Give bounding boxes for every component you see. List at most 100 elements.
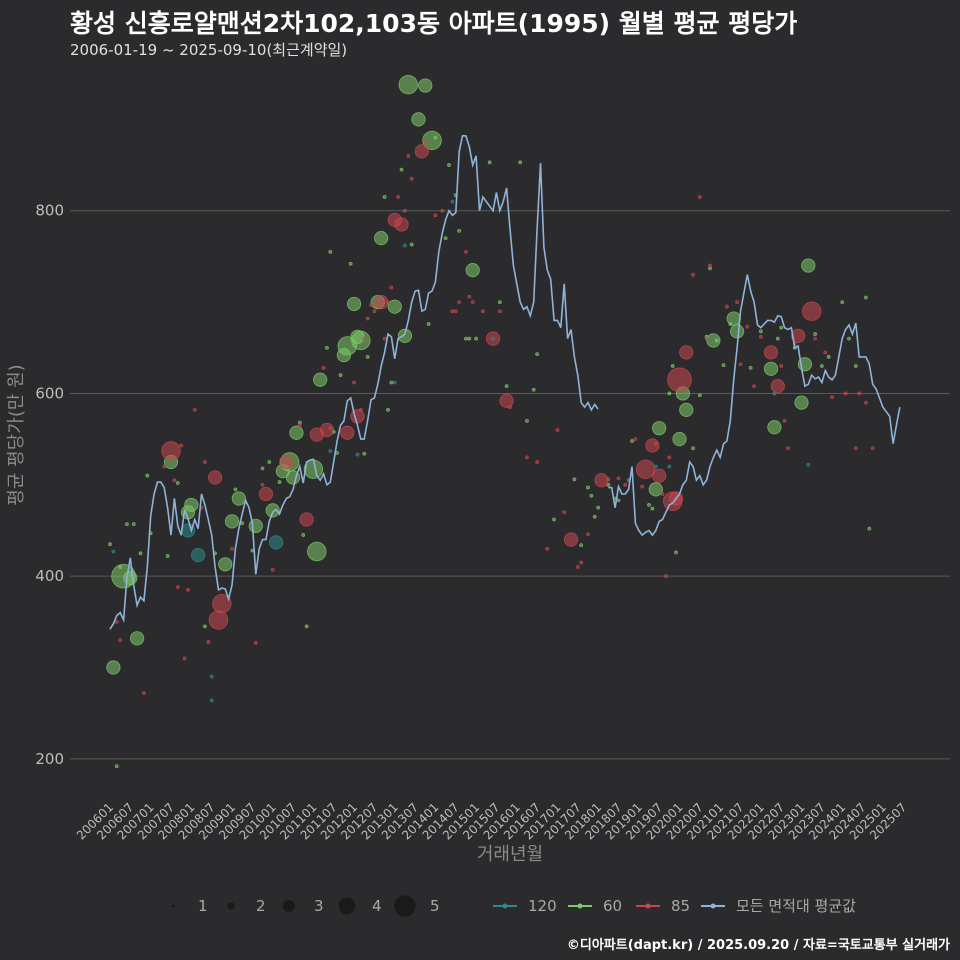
data-point-85 xyxy=(409,176,414,181)
data-point-60 xyxy=(721,363,726,368)
data-point-85 xyxy=(208,610,229,630)
data-point-85 xyxy=(704,336,709,341)
data-point-60 xyxy=(672,432,687,447)
data-point-85 xyxy=(440,208,445,213)
data-point-60 xyxy=(224,514,240,529)
data-point-60 xyxy=(351,330,371,351)
size-legend-label: 3 xyxy=(314,897,324,915)
data-point-60 xyxy=(652,421,667,436)
data-point-85 xyxy=(763,345,779,360)
data-point-85 xyxy=(864,400,868,405)
data-point-85 xyxy=(299,512,314,527)
data-point-85 xyxy=(362,336,367,341)
data-point-85 xyxy=(192,408,197,412)
data-point-85 xyxy=(635,459,656,479)
data-point-60 xyxy=(304,624,309,629)
data-point-85 xyxy=(653,441,658,446)
data-point-60 xyxy=(552,517,556,522)
data-point-60 xyxy=(464,336,468,341)
y-tick-label: 600 xyxy=(35,384,64,402)
data-point-85 xyxy=(279,454,294,470)
data-point-60 xyxy=(691,446,695,451)
data-point-60 xyxy=(767,420,782,435)
data-point-60 xyxy=(853,364,858,368)
data-point-60 xyxy=(775,336,780,341)
data-point-60 xyxy=(679,402,694,418)
data-point-60 xyxy=(630,439,634,443)
data-point-120 xyxy=(328,449,333,453)
data-point-85 xyxy=(535,460,540,464)
data-point-85 xyxy=(640,484,645,489)
data-point-85 xyxy=(253,640,258,645)
data-point-60 xyxy=(325,345,329,350)
data-point-85 xyxy=(394,217,409,232)
data-point-60 xyxy=(531,387,536,392)
average-line-group xyxy=(109,135,901,630)
data-point-85 xyxy=(457,300,462,304)
data-point-85 xyxy=(365,316,370,321)
data-point-120 xyxy=(209,674,214,679)
data-point-60 xyxy=(145,473,150,478)
data-point-120 xyxy=(667,464,672,469)
data-point-85 xyxy=(652,468,667,483)
data-point-85 xyxy=(172,478,177,483)
data-point-85 xyxy=(770,379,785,394)
data-point-60 xyxy=(362,451,367,456)
data-point-85 xyxy=(389,285,394,290)
data-point-85 xyxy=(664,574,668,579)
credit-text: ©디아파트(dapt.kr) / 2025.09.20 / 자료=국토교통부 실… xyxy=(566,938,950,953)
data-point-85 xyxy=(752,384,756,389)
data-point-60 xyxy=(409,242,414,247)
data-point-60 xyxy=(616,498,621,503)
color-legend-label: 85 xyxy=(671,897,690,915)
color-legend: 120 60 85 모든 면적대 평균값 xyxy=(493,897,856,915)
size-legend: 1 2 3 4 5 xyxy=(171,895,440,917)
data-point-120 xyxy=(653,464,658,469)
data-point-120 xyxy=(111,549,116,554)
data-point-85 xyxy=(870,446,875,451)
data-point-120 xyxy=(209,698,214,703)
page-title: 황성 신흥로얄맨션2차102,103동 아파트(1995) 월별 평균 평당가 xyxy=(70,9,798,38)
y-tick-label: 200 xyxy=(35,750,64,768)
data-point-85 xyxy=(369,302,373,307)
data-point-60 xyxy=(467,336,472,341)
data-point-120 xyxy=(772,391,777,396)
data-point-60 xyxy=(826,355,831,359)
data-point-85 xyxy=(563,532,579,547)
average-line xyxy=(109,135,901,630)
data-point-85 xyxy=(857,391,862,396)
data-point-60 xyxy=(650,506,655,511)
size-legend-label: 4 xyxy=(372,897,382,915)
data-point-85 xyxy=(396,195,401,199)
data-point-60 xyxy=(165,554,170,558)
data-point-60 xyxy=(819,364,824,368)
data-point-85 xyxy=(575,565,580,569)
page-subtitle: 2006-01-19 ~ 2025-09-10(최근계약일) xyxy=(70,41,348,59)
y-tick-label: 400 xyxy=(35,567,64,585)
data-point-60 xyxy=(443,236,448,241)
data-point-85 xyxy=(467,294,472,299)
data-point-60 xyxy=(348,261,353,266)
grid-lines xyxy=(70,210,950,760)
data-point-85 xyxy=(480,309,485,314)
data-point-85 xyxy=(579,560,584,565)
data-point-85 xyxy=(791,328,806,344)
data-point-85 xyxy=(162,464,167,469)
data-point-60 xyxy=(398,74,419,95)
data-point-85 xyxy=(382,336,387,341)
data-point-60 xyxy=(365,355,370,359)
data-point-60 xyxy=(497,300,502,304)
data-point-85 xyxy=(645,438,660,453)
data-point-85 xyxy=(260,482,265,487)
data-point-85 xyxy=(679,345,694,360)
data-point-120 xyxy=(355,452,360,457)
data-point-60 xyxy=(487,160,492,165)
data-point-85 xyxy=(270,567,275,572)
data-point-60 xyxy=(433,135,438,140)
data-point-60 xyxy=(106,660,121,675)
data-point-85 xyxy=(464,249,468,254)
data-point-60 xyxy=(386,408,390,412)
data-point-120 xyxy=(806,462,811,467)
data-point-85 xyxy=(352,380,356,385)
